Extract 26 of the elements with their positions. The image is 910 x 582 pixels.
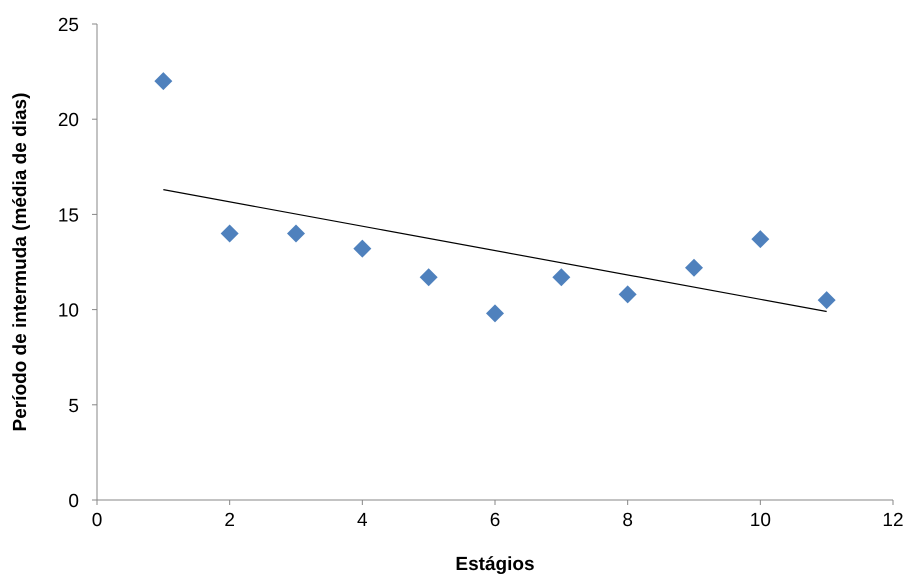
x-tick-label: 10: [750, 510, 771, 531]
x-tick-label: 6: [490, 510, 500, 531]
x-axis-title: Estágios: [455, 554, 535, 575]
y-tick-label: 10: [58, 300, 79, 322]
point: [220, 224, 239, 242]
point: [353, 240, 372, 258]
x-tick-label: 2: [224, 510, 235, 531]
point: [751, 230, 770, 248]
y-tick-label: 20: [58, 110, 79, 132]
y-axis-title: Período de intermuda (média de dias): [10, 92, 31, 432]
x-tick-label: 0: [92, 510, 102, 531]
point: [420, 268, 438, 286]
point: [552, 268, 570, 286]
y-tick-label: 0: [68, 491, 79, 512]
point: [154, 72, 172, 90]
x-tick-label: 4: [357, 510, 368, 531]
point: [618, 285, 637, 304]
point: [818, 291, 836, 310]
y-tick-label: 25: [58, 15, 79, 36]
point: [685, 258, 703, 277]
y-tick-label: 15: [58, 205, 79, 226]
y-tick-label: 5: [68, 396, 79, 417]
x-tick-label: 12: [882, 510, 904, 531]
x-tick-label: 8: [622, 510, 633, 531]
point: [486, 304, 504, 322]
point: [287, 224, 305, 242]
